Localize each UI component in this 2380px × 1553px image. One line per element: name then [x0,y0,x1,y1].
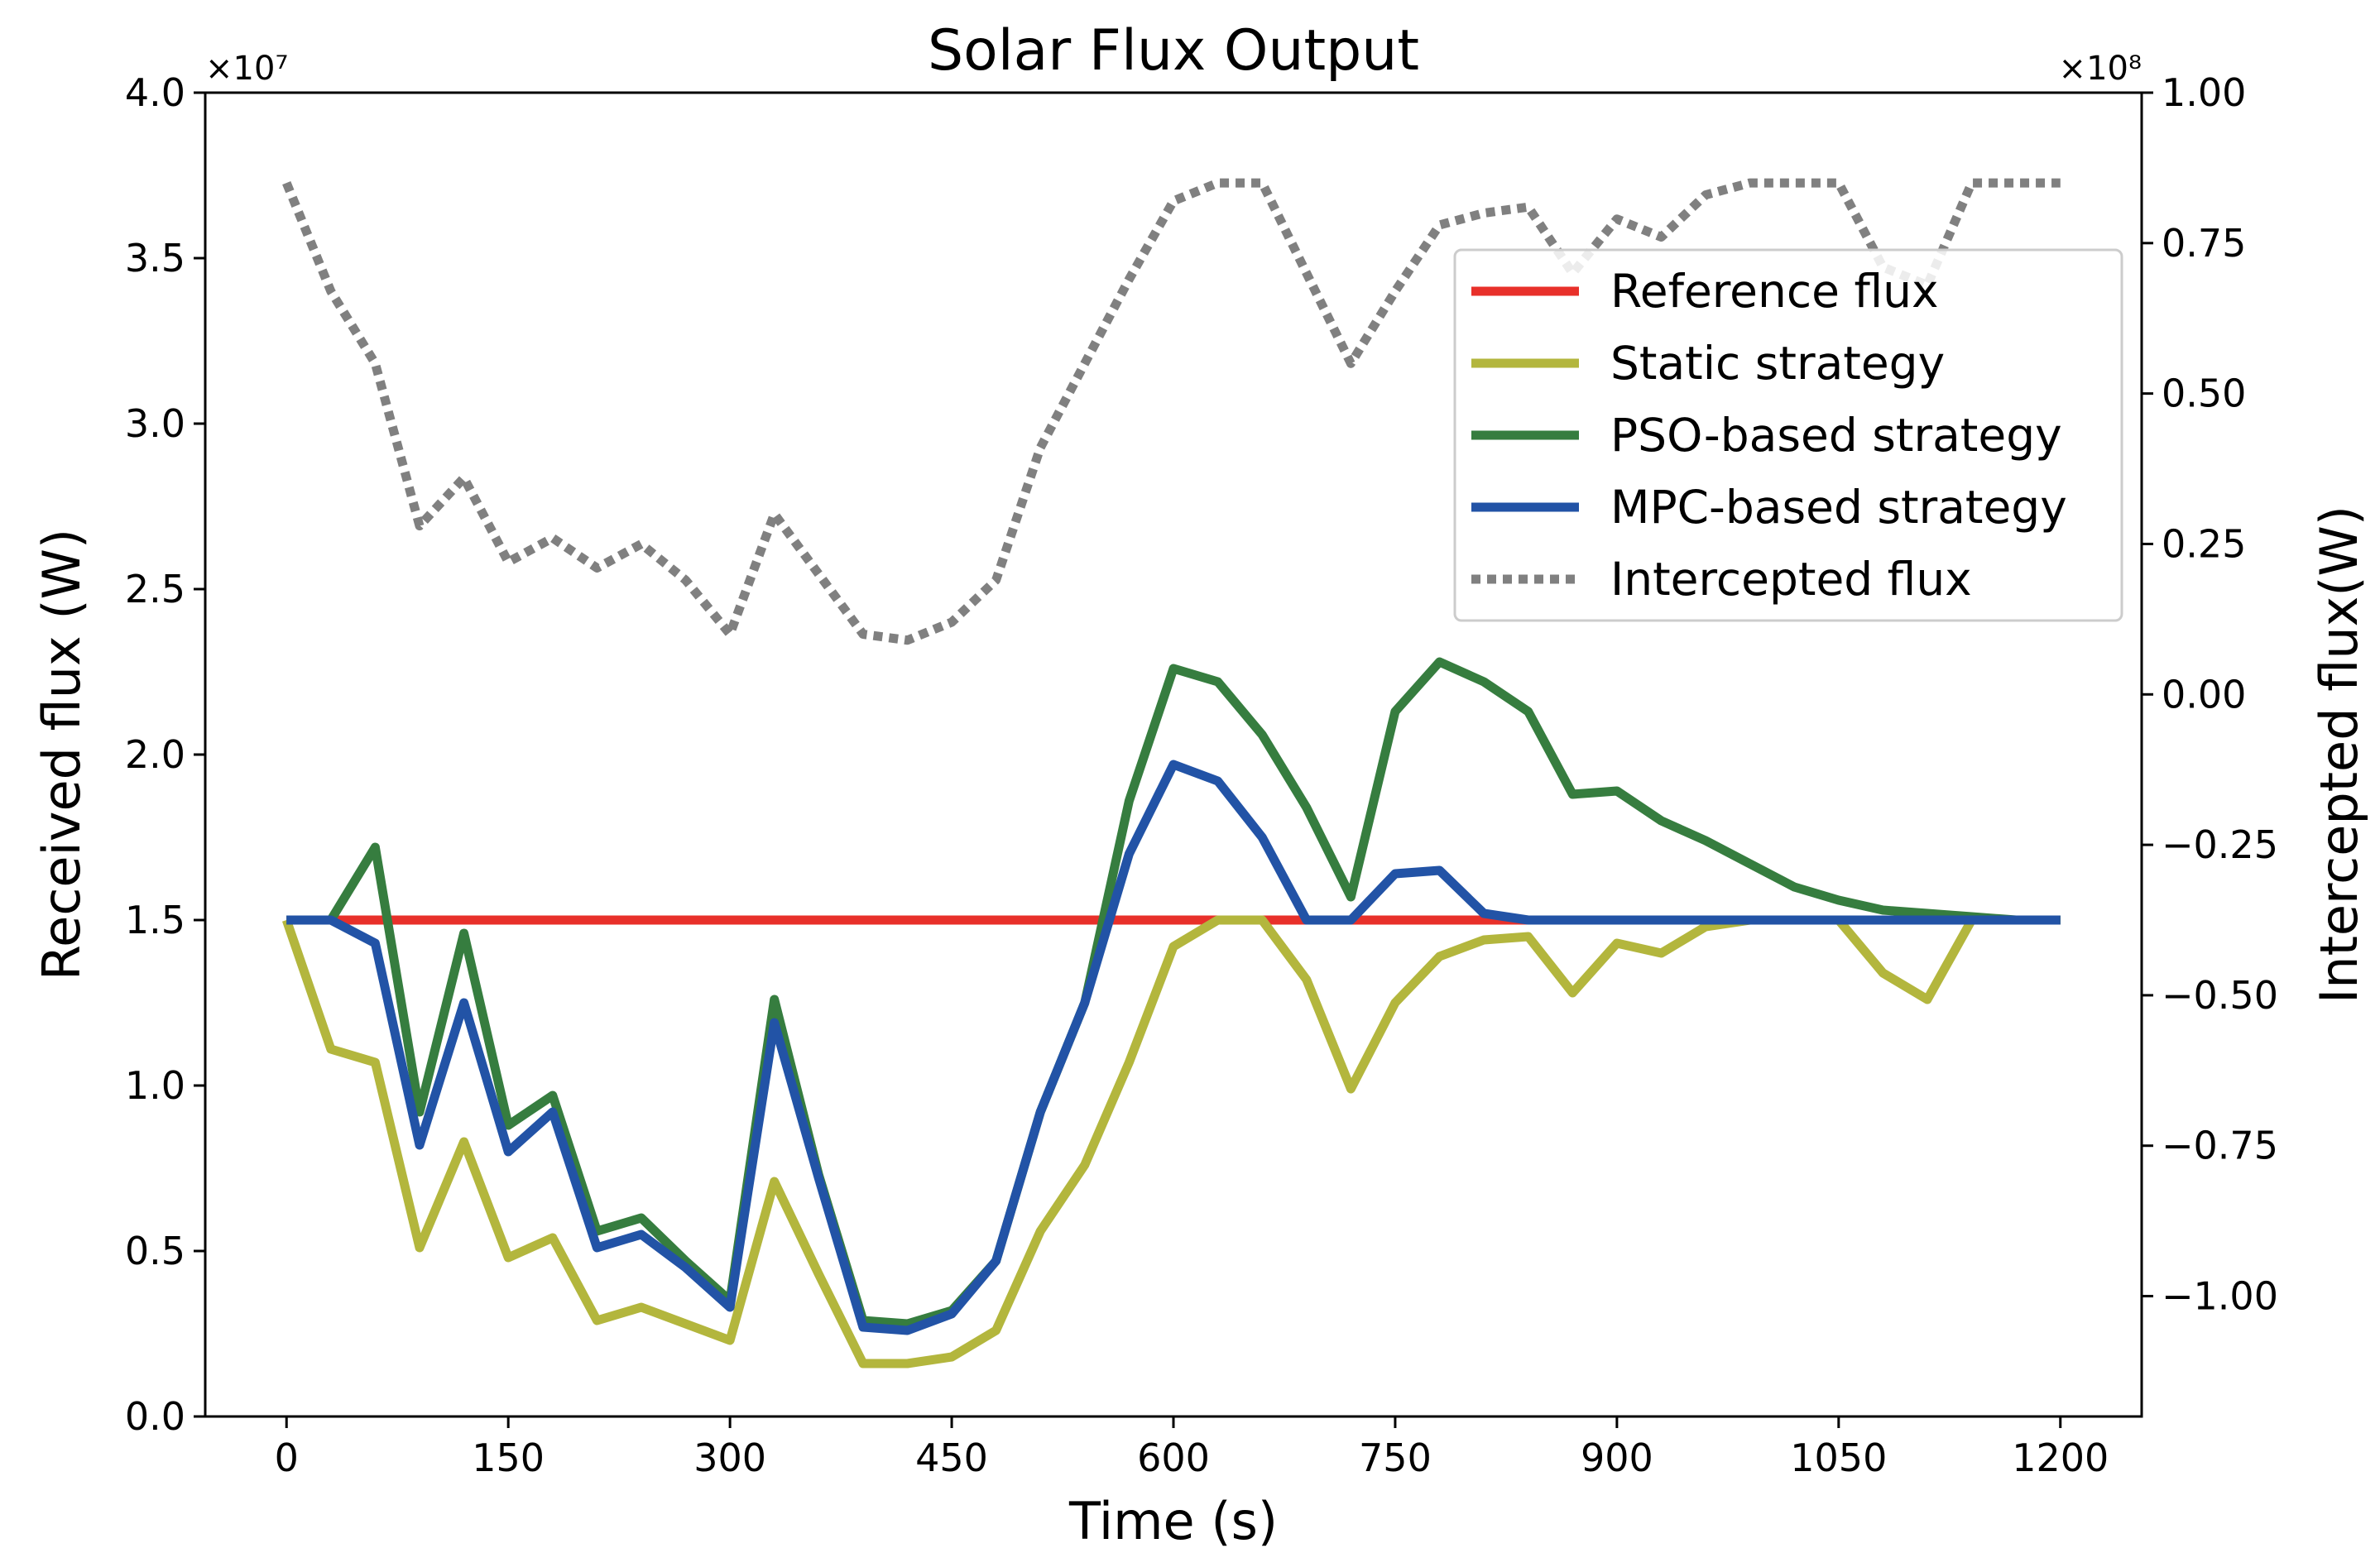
series-layer [281,178,2061,1368]
series-line-pso-based-strategy [286,657,2061,1329]
x-axis-title: Time (s) [1068,1491,1278,1551]
legend-label-static-strategy: Static strategy [1610,337,1945,390]
x-tick-label: 1200 [2012,1436,2109,1480]
ticks-layer: 0 150 300 450 600 750 900 1050 1200 0.0 0.5 1.0 1.5 2… [125,70,2278,1480]
x-tick-label: 150 [472,1436,545,1480]
y2-tick-label: 0.00 [2162,672,2246,717]
x-tick-label: 900 [1581,1436,1653,1480]
y2-tick-label: 0.75 [2162,221,2246,266]
y-tick-label: 3.5 [125,236,185,280]
y2-tick-label: −0.25 [2162,822,2278,867]
legend-label-intercepted-flux: Intercepted flux [1610,553,1972,606]
y2-offset-label: ×10⁸ [2059,50,2142,88]
legend-label-mpc-based-strategy: MPC-based strategy [1610,481,2067,534]
y2-tick-label: −0.50 [2162,973,2278,1018]
y-tick-label: 2.0 [125,732,185,777]
y2-tick-label: 0.25 [2162,521,2246,566]
y2-tick-label: −1.00 [2162,1274,2278,1319]
y-tick-label: 1.5 [125,898,185,942]
x-tick-label: 750 [1359,1436,1432,1480]
y-axis-title: Received flux (W) [31,529,92,980]
legend-box [1453,248,2123,622]
x-tick-label: 450 [915,1436,988,1480]
legend-label-reference-flux: Reference flux [1610,265,1939,318]
y-tick-label: 4.0 [125,70,185,115]
series-line-mpc-based-strategy [286,760,2061,1335]
x-tick-label: 1050 [1790,1436,1887,1480]
y2-tick-label: −0.75 [2162,1124,2278,1168]
y2-axis-title: Intercepted flux(W) [2309,506,2369,1004]
x-tick-label: 0 [275,1436,299,1480]
legend: Reference flux Static strategy PSO-based s… [1453,248,2123,622]
y-tick-label: 3.0 [125,401,185,446]
y-tick-label: 0.0 [125,1394,185,1439]
y-tick-label: 2.5 [125,567,185,611]
y-offset-label: ×10⁷ [205,50,288,88]
x-tick-label: 300 [693,1436,766,1480]
x-tick-label: 600 [1137,1436,1210,1480]
chart-title: Solar Flux Output [928,18,1419,84]
y-tick-label: 0.5 [125,1229,185,1273]
y-tick-label: 1.0 [125,1063,185,1108]
legend-label-pso-based-strategy: PSO-based strategy [1610,409,2062,462]
y2-tick-label: 1.00 [2162,70,2246,115]
series-line-intercepted-flux [282,178,2061,645]
y2-tick-label: 0.50 [2162,371,2246,416]
